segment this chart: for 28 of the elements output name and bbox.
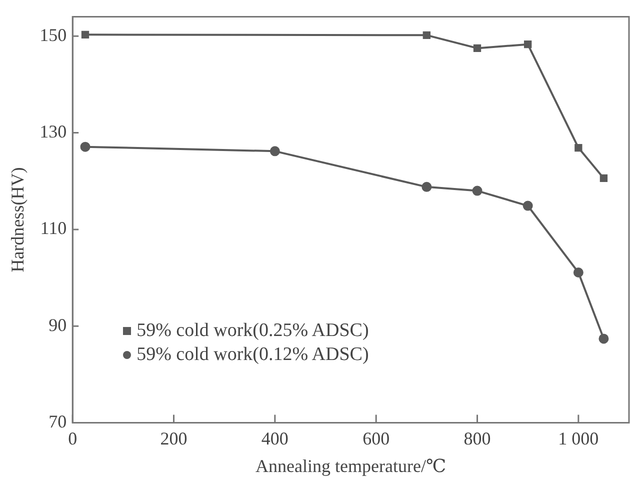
- legend-label: 59% cold work(0.25% ADSC): [136, 318, 369, 343]
- point: [524, 40, 532, 48]
- point: [422, 182, 432, 192]
- legend-label: 59% cold work(0.12% ADSC): [136, 342, 369, 367]
- y-tick-label: 110: [40, 218, 67, 238]
- y-tick-label: 90: [48, 314, 67, 335]
- x-tick-label: 200: [160, 428, 188, 448]
- y-axis-title: Hardness(HV): [8, 167, 28, 272]
- point: [598, 334, 609, 344]
- point: [522, 200, 533, 211]
- point: [472, 186, 482, 196]
- y-tick-label: 150: [40, 24, 67, 45]
- x-tick-label: 800: [464, 428, 491, 448]
- point: [270, 146, 280, 156]
- point: [81, 30, 90, 39]
- y-tick-label: 130: [40, 122, 67, 142]
- x-tick-label: 400: [261, 428, 288, 448]
- point: [574, 144, 582, 152]
- y-tick-label: 70: [48, 412, 67, 432]
- point: [600, 174, 608, 182]
- x-axis-title: Annealing temperature/℃: [256, 456, 446, 476]
- x-tick-label: 0: [68, 428, 78, 448]
- point: [422, 31, 430, 39]
- x-tick-label: 1 000: [558, 428, 599, 448]
- point: [80, 142, 90, 152]
- x-tick-label: 600: [362, 428, 390, 448]
- point: [573, 267, 584, 278]
- point: [473, 44, 482, 52]
